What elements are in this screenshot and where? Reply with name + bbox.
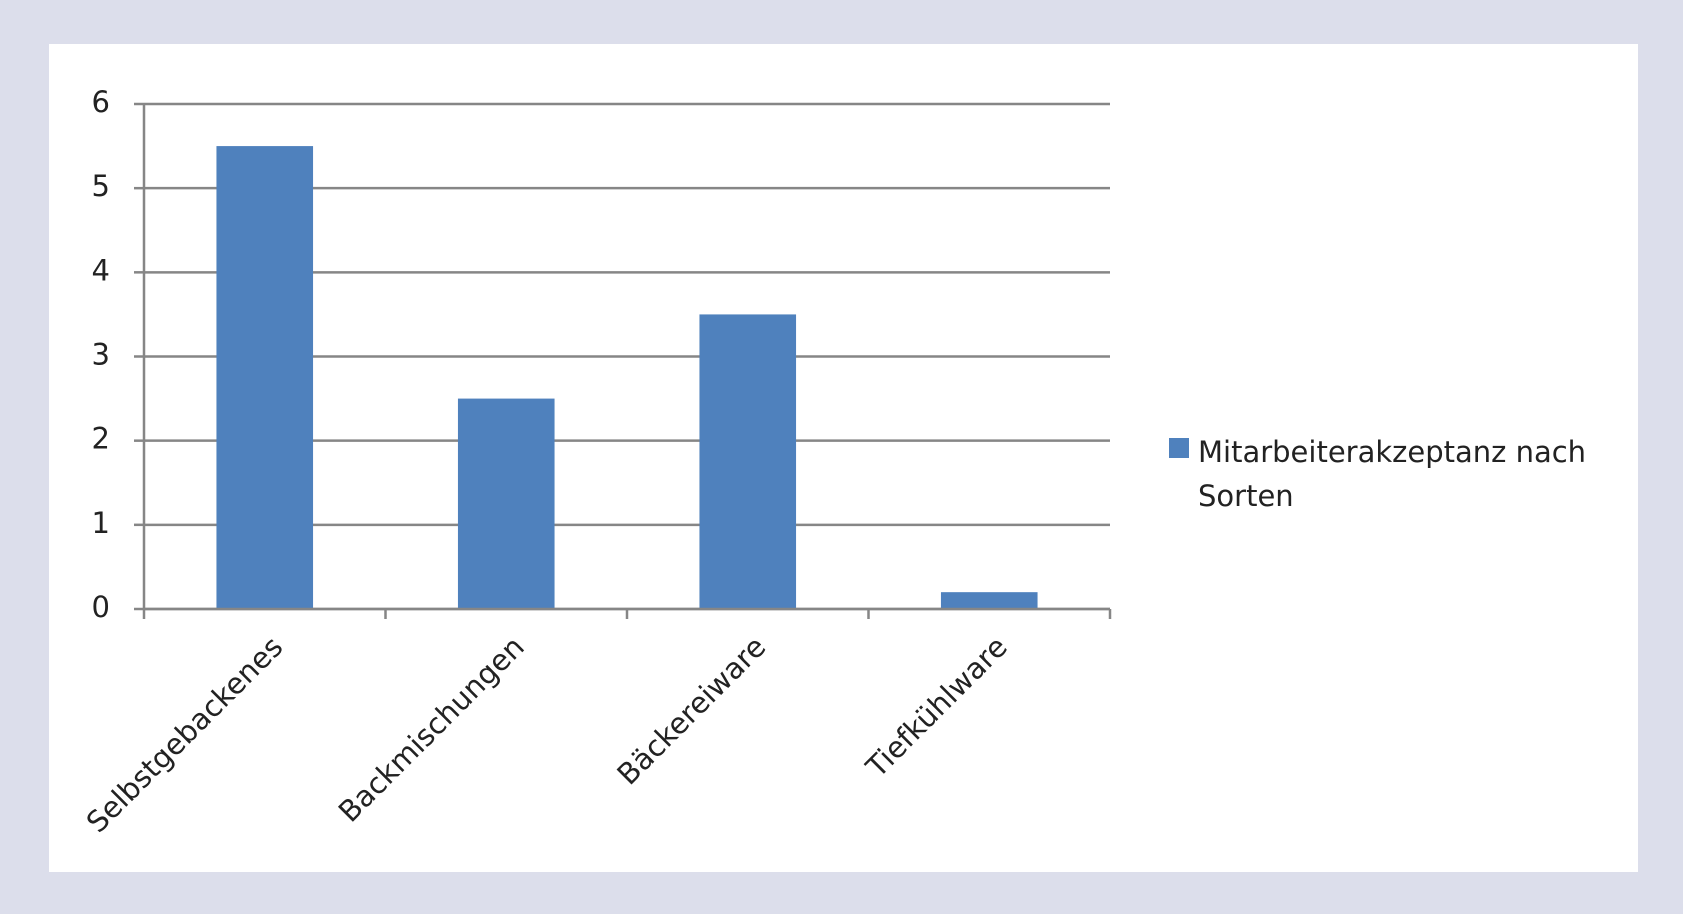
x-tick-label: Backmischungen <box>332 630 531 829</box>
bar <box>940 592 1038 609</box>
bar <box>216 146 314 610</box>
y-tick-label: 6 <box>92 85 110 119</box>
legend-swatch <box>1169 438 1189 458</box>
chart-panel <box>49 44 1638 872</box>
legend: Mitarbeiterakzeptanz nach Sorten <box>1169 430 1609 518</box>
y-tick-label: 2 <box>92 422 110 456</box>
bar <box>699 314 797 609</box>
x-tick-label: Tiefkühlware <box>859 630 1014 785</box>
y-tick-label: 5 <box>92 169 110 203</box>
x-tick-label: Bäckereiware <box>610 630 772 792</box>
y-tick-label: 4 <box>92 253 110 287</box>
y-tick-label: 0 <box>92 590 110 624</box>
bar <box>457 398 555 609</box>
x-tick-label: Selbstgebackenes <box>80 630 290 840</box>
y-tick-label: 1 <box>92 506 110 540</box>
y-tick-label: 3 <box>92 338 110 372</box>
legend-label: Mitarbeiterakzeptanz nach Sorten <box>1198 435 1587 513</box>
